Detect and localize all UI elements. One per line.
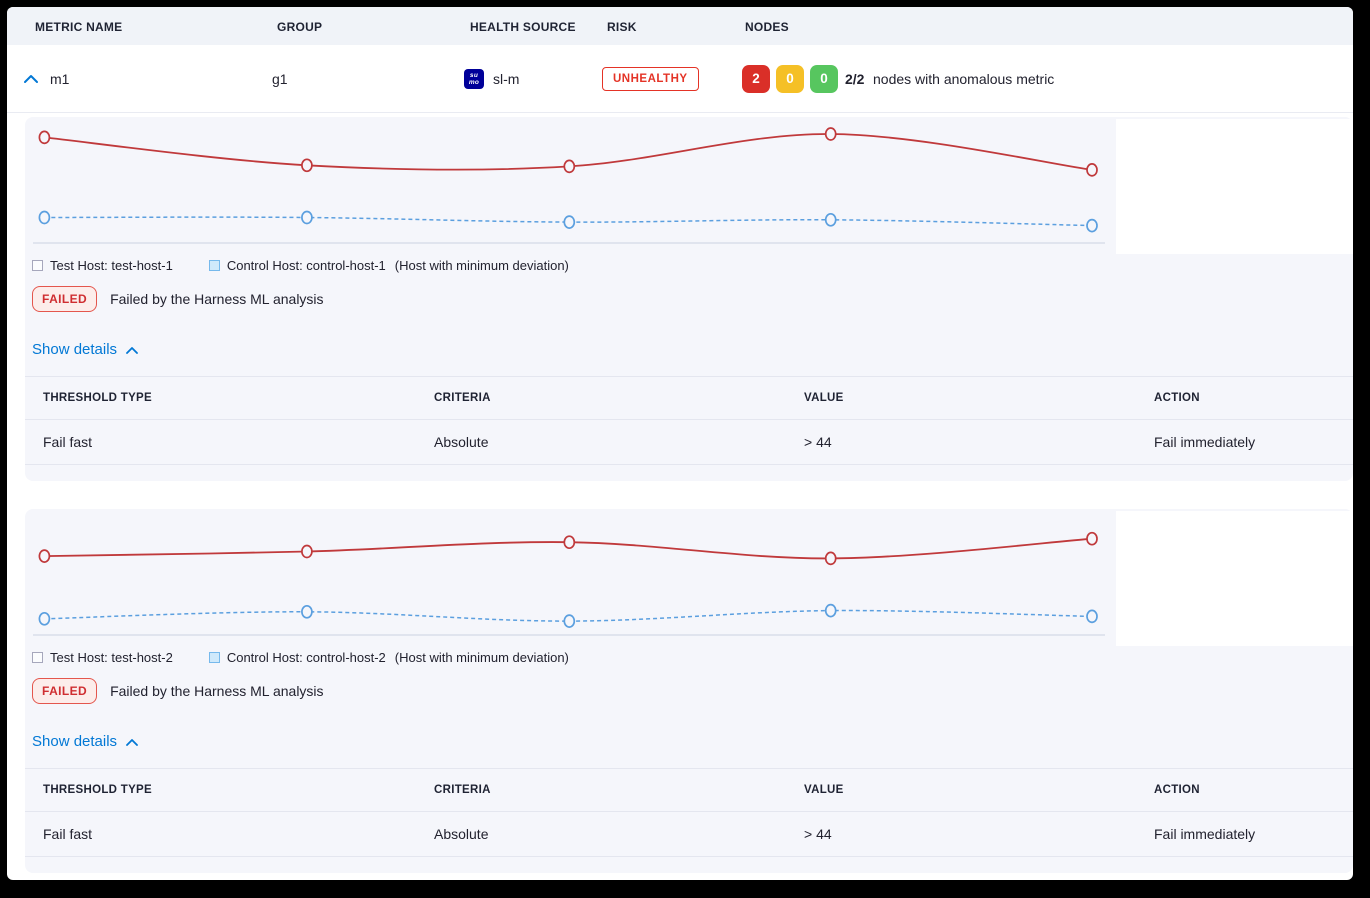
control-host-legend-swatch[interactable] [208,260,220,271]
group-value: g1 [272,70,288,87]
column-metric-name: METRIC NAME [35,20,123,34]
timeseries-chart[interactable] [25,509,1105,649]
analysis-reason-text: Failed by the Harness ML analysis [110,683,324,699]
col-action: ACTION [1154,784,1200,796]
nodes-ratio: 2/2 [845,70,865,87]
warning-nodes-badge: 0 [776,64,804,93]
threshold-table-row: Fail fast Absolute > 44 Fail immediately [25,420,1353,465]
metric-name-value: m1 [50,70,70,87]
value-value: > 44 [804,434,832,450]
threshold-table: THRESHOLD TYPE CRITERIA VALUE ACTION Fai… [25,376,1353,465]
collapse-chevron-up-icon[interactable] [23,74,39,84]
app-window: METRIC NAME GROUP HEALTH SOURCE RISK NOD… [7,7,1353,880]
chart-empty-panel [1116,511,1353,646]
timeseries-chart[interactable] [25,117,1105,257]
analysis-reason-text: Failed by the Harness ML analysis [110,291,324,307]
threshold-table-header: THRESHOLD TYPE CRITERIA VALUE ACTION [25,377,1353,420]
show-details-link[interactable]: Show details [32,733,138,750]
health-source-value: sl-m [493,70,520,87]
threshold-type-value: Fail fast [43,826,93,842]
chevron-up-icon [126,738,138,746]
test-host-legend-swatch[interactable] [32,260,43,271]
col-criteria: CRITERIA [434,392,491,404]
col-action: ACTION [1154,392,1200,404]
col-threshold-type: THRESHOLD TYPE [43,392,152,404]
chart-empty-panel [1116,119,1353,254]
show-details-label[interactable]: Show details [32,341,118,358]
action-value: Fail immediately [1154,826,1256,842]
sumo-icon-text-bottom: mo [468,78,480,86]
analysis-status-row: FAILED Failed by the Harness ML analysis [32,678,324,704]
col-value: VALUE [804,784,844,796]
column-group: GROUP [277,20,323,34]
column-health-source: HEALTH SOURCE [470,20,576,34]
threshold-table: THRESHOLD TYPE CRITERIA VALUE ACTION Fai… [25,768,1353,857]
analysis-status-row: FAILED Failed by the Harness ML analysis [32,286,324,312]
action-value: Fail immediately [1154,434,1256,450]
col-threshold-type: THRESHOLD TYPE [43,784,152,796]
value-value: > 44 [804,826,832,842]
healthy-nodes-badge: 0 [810,64,838,93]
control-host-legend-swatch[interactable] [208,652,220,663]
failed-status-badge: FAILED [32,678,98,704]
metrics-table-header: METRIC NAME GROUP HEALTH SOURCE RISK NOD… [7,7,1353,46]
risk-badge: UNHEALTHY [602,66,699,91]
anomalous-nodes-badge: 2 [742,64,770,93]
test-host-legend-swatch[interactable] [32,652,43,663]
minimum-deviation-note: (Host with minimum deviation) [394,650,569,665]
host-analysis-card: Test Host: test-host-1 Control Host: con… [25,117,1353,481]
failed-status-badge: FAILED [32,286,98,312]
sumo-logic-icon: su mo [464,68,484,89]
control-host-legend-label[interactable]: Control Host: control-host-1 [226,258,386,273]
chart-legend: Test Host: test-host-1 Control Host: con… [32,258,569,273]
col-value: VALUE [804,392,844,404]
control-host-legend-label[interactable]: Control Host: control-host-2 [226,650,386,665]
test-host-legend-label[interactable]: Test Host: test-host-1 [50,258,173,273]
chart-legend: Test Host: test-host-2 Control Host: con… [32,650,569,665]
host-analysis-card: Test Host: test-host-2 Control Host: con… [25,509,1353,873]
column-risk: RISK [607,20,637,34]
col-criteria: CRITERIA [434,784,491,796]
metric-row[interactable]: m1 g1 su mo sl-m UNHEALTHY 2 0 0 2/2 nod… [7,45,1353,113]
show-details-link[interactable]: Show details [32,341,138,358]
chevron-up-icon [126,346,138,354]
threshold-type-value: Fail fast [43,434,93,450]
nodes-summary: nodes with anomalous metric [873,70,1055,87]
sumo-icon-text-top: su [469,71,479,79]
threshold-table-row: Fail fast Absolute > 44 Fail immediately [25,812,1353,857]
threshold-table-header: THRESHOLD TYPE CRITERIA VALUE ACTION [25,769,1353,812]
criteria-value: Absolute [434,826,489,842]
show-details-label[interactable]: Show details [32,733,118,750]
column-nodes: NODES [745,20,789,34]
test-host-legend-label[interactable]: Test Host: test-host-2 [50,650,173,665]
minimum-deviation-note: (Host with minimum deviation) [394,258,569,273]
criteria-value: Absolute [434,434,489,450]
